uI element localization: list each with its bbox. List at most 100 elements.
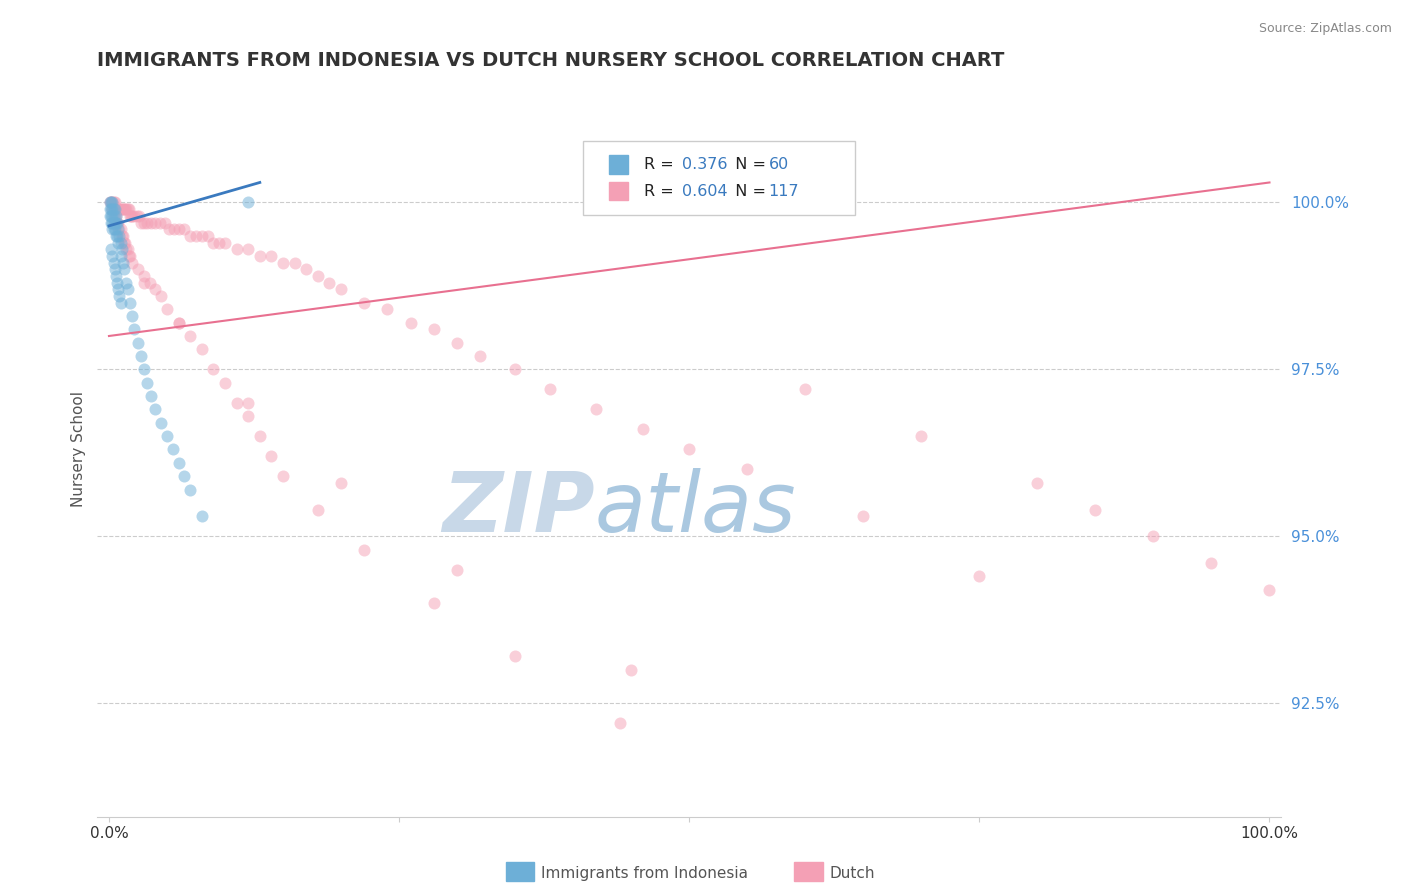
Point xyxy=(136,215,159,229)
Point xyxy=(107,215,129,229)
Point xyxy=(104,202,127,216)
Point xyxy=(108,289,131,303)
Point xyxy=(284,255,307,269)
Point xyxy=(1201,556,1223,570)
Point xyxy=(191,343,214,357)
Point xyxy=(249,249,271,263)
Point xyxy=(105,276,128,290)
Point xyxy=(100,195,122,210)
Point xyxy=(108,228,131,243)
Point xyxy=(104,268,127,283)
Point xyxy=(678,442,700,457)
Point xyxy=(197,228,219,243)
Point xyxy=(153,215,176,229)
Point xyxy=(111,228,134,243)
Point xyxy=(538,383,561,397)
Point xyxy=(191,228,214,243)
Point xyxy=(136,376,159,390)
Point xyxy=(103,202,125,216)
Point xyxy=(103,222,125,236)
Point xyxy=(179,329,201,343)
Point xyxy=(260,249,283,263)
Point xyxy=(117,242,139,256)
Point xyxy=(104,195,127,210)
Point xyxy=(132,215,155,229)
Point xyxy=(214,235,236,250)
Point xyxy=(108,222,131,236)
Point xyxy=(202,362,225,376)
Point xyxy=(100,195,122,210)
Point xyxy=(100,215,122,229)
Point xyxy=(121,209,143,223)
Point xyxy=(191,509,214,524)
Point xyxy=(104,209,127,223)
Point xyxy=(112,235,135,250)
Text: 0.604: 0.604 xyxy=(682,184,728,199)
Point xyxy=(101,215,124,229)
Point xyxy=(225,242,247,256)
Point xyxy=(104,262,127,277)
Point xyxy=(111,228,134,243)
Text: atlas: atlas xyxy=(595,467,796,549)
Point xyxy=(104,228,127,243)
Point xyxy=(111,242,134,256)
Text: Immigrants from Indonesia: Immigrants from Indonesia xyxy=(541,866,748,880)
Point xyxy=(307,268,329,283)
Point xyxy=(271,469,294,483)
Point xyxy=(125,209,148,223)
Point xyxy=(100,242,122,256)
Point xyxy=(307,502,329,516)
Point xyxy=(162,442,184,457)
Point xyxy=(110,202,132,216)
Point xyxy=(114,202,136,216)
Point xyxy=(163,222,186,236)
Point xyxy=(238,396,260,410)
Point xyxy=(167,222,190,236)
Point xyxy=(353,542,375,557)
Point xyxy=(132,276,155,290)
Point xyxy=(225,396,247,410)
Text: 60: 60 xyxy=(769,157,789,172)
Point xyxy=(620,663,643,677)
Point xyxy=(138,276,160,290)
Point xyxy=(794,383,817,397)
Point xyxy=(238,242,260,256)
Point xyxy=(271,255,294,269)
Point xyxy=(179,483,201,497)
Point xyxy=(100,209,122,223)
Text: N =: N = xyxy=(724,157,770,172)
Point xyxy=(132,268,155,283)
Point xyxy=(446,335,468,350)
Point xyxy=(131,215,153,229)
Point xyxy=(101,222,124,236)
Point xyxy=(1084,502,1107,516)
Point xyxy=(208,235,231,250)
Point xyxy=(104,209,127,223)
Point xyxy=(238,409,260,423)
Point xyxy=(104,202,127,216)
Text: IMMIGRANTS FROM INDONESIA VS DUTCH NURSERY SCHOOL CORRELATION CHART: IMMIGRANTS FROM INDONESIA VS DUTCH NURSE… xyxy=(97,51,1005,70)
Point xyxy=(101,195,124,210)
Point xyxy=(111,255,134,269)
Point xyxy=(114,235,136,250)
Point xyxy=(112,262,135,277)
Point xyxy=(110,235,132,250)
Point xyxy=(117,282,139,296)
Point xyxy=(101,195,124,210)
Point xyxy=(127,335,149,350)
Point xyxy=(104,222,127,236)
Point xyxy=(377,302,399,317)
Point xyxy=(631,422,654,436)
Point xyxy=(117,202,139,216)
Point xyxy=(167,456,190,470)
Point xyxy=(157,222,180,236)
Point xyxy=(156,429,179,443)
Text: Source: ZipAtlas.com: Source: ZipAtlas.com xyxy=(1258,22,1392,36)
Point xyxy=(173,222,195,236)
Point xyxy=(131,349,153,363)
Point xyxy=(609,716,631,731)
Point xyxy=(423,596,446,610)
Point xyxy=(107,222,129,236)
Point xyxy=(101,249,124,263)
Point xyxy=(238,195,260,210)
